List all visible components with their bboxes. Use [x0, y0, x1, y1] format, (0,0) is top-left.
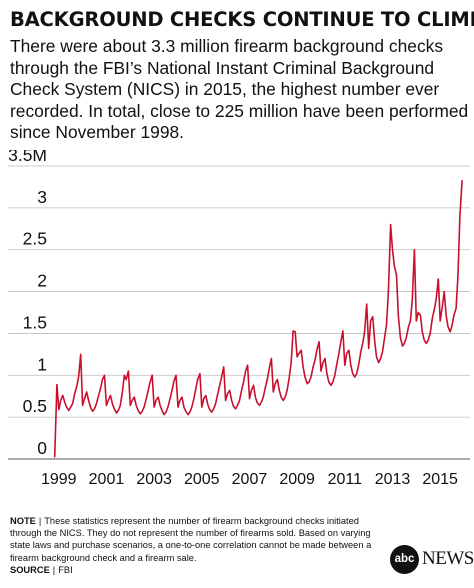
x-tick-label: 2009 — [279, 471, 315, 488]
subtitle-line: There were about 3.3 million firearm bac… — [10, 36, 444, 56]
subtitle-line: recorded. In total, close to 225 million… — [10, 100, 469, 121]
y-tick-label: 2.5 — [23, 229, 47, 249]
y-tick-label: 0 — [37, 438, 47, 458]
y-tick-label: 3 — [37, 187, 47, 207]
subtitle-line: Check System (NICS) in 2015, the highest… — [10, 79, 440, 99]
y-tick-label: 0.5 — [23, 396, 47, 416]
chart-subtitle: There were about 3.3 million firearm bac… — [10, 36, 472, 144]
x-tick-label: 2013 — [375, 471, 411, 488]
news-wordmark: NEWS — [422, 548, 474, 569]
chart-footer: NOTE | These statistics represent the numb… — [10, 515, 380, 576]
source-text: FBI — [58, 564, 73, 575]
source-label: SOURCE — [10, 564, 50, 575]
subtitle-line: since November 1998. — [10, 122, 184, 142]
note-label: NOTE — [10, 516, 36, 526]
abc-logo-circle: abc — [390, 545, 419, 574]
x-tick-label: 2005 — [184, 471, 220, 488]
y-tick-label: 1.5 — [23, 312, 47, 332]
abc-news-logo: abc NEWS — [390, 545, 474, 575]
x-tick-label: 2011 — [328, 471, 363, 488]
y-tick-label: 1 — [37, 354, 47, 374]
x-tick-label: 1999 — [41, 471, 77, 488]
x-tick-label: 2003 — [136, 471, 172, 488]
y-tick-label: 2 — [37, 271, 47, 291]
x-tick-label: 2007 — [232, 471, 268, 488]
y-tick-label: 3.5M — [8, 150, 47, 165]
x-tick-label: 2001 — [89, 471, 125, 488]
note-separator: | — [38, 516, 42, 526]
source-separator: | — [52, 564, 56, 575]
series-line — [53, 180, 463, 458]
x-tick-label: 2015 — [422, 471, 458, 488]
subtitle-line: through the FBI’s National Instant Crimi… — [10, 57, 435, 78]
note-text: These statistics represent the number of… — [10, 516, 372, 563]
chart-title: BACKGROUND CHECKS CONTINUE TO CLIMB — [10, 8, 474, 31]
line-chart: 0 0.5 1 1.5 2 2.5 3 3.5M 1999 2001 2003 2005 2007 200… — [8, 150, 470, 488]
